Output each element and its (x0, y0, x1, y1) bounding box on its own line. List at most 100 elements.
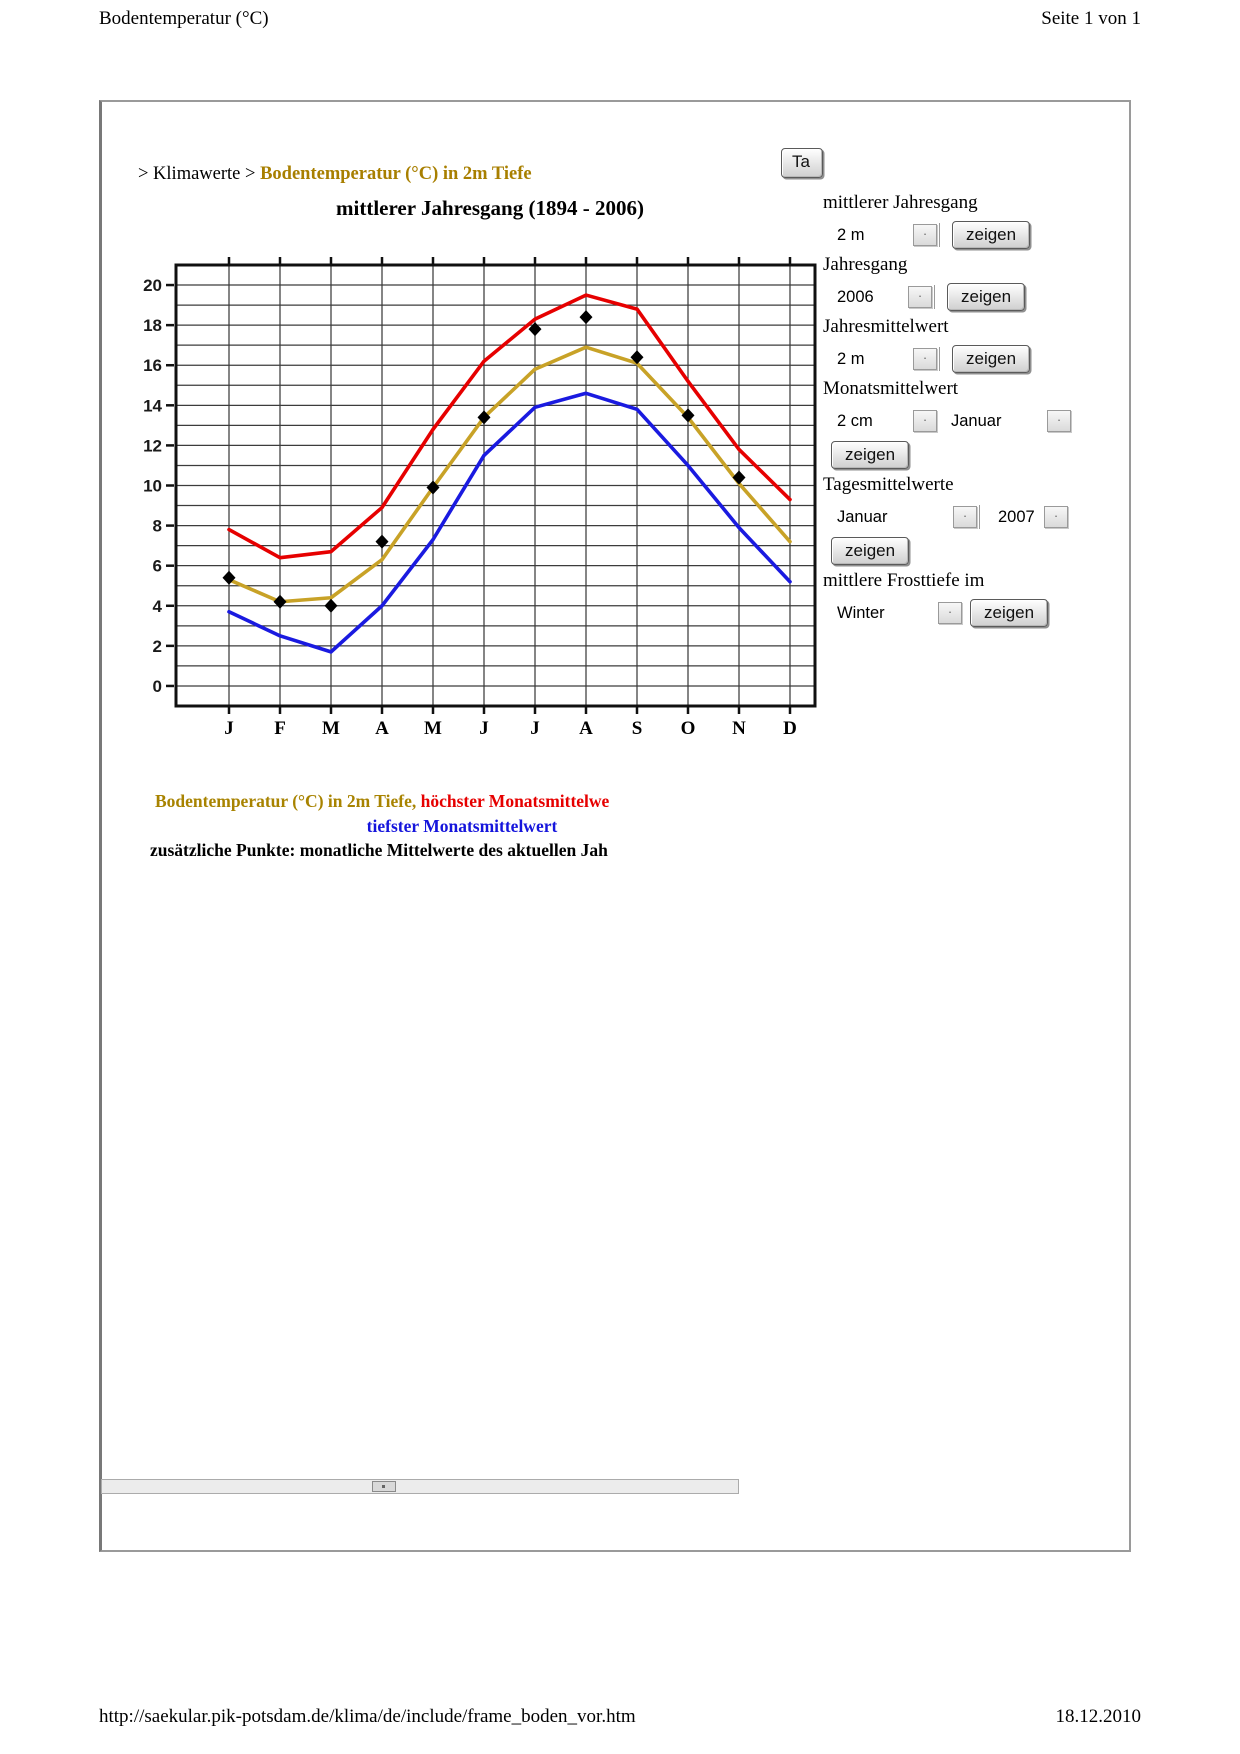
data-point-diamond (426, 480, 440, 495)
y-tick-label: 20 (143, 276, 162, 295)
data-point-diamond (579, 310, 593, 325)
select-2007[interactable]: 2007 · (998, 506, 1068, 528)
select-value: 2 cm (837, 411, 873, 430)
separator (939, 223, 940, 247)
select-value: 2 m (837, 225, 865, 244)
select-2-m[interactable]: 2 m · (837, 348, 937, 370)
x-tick-label: F (274, 718, 286, 739)
select-2-cm[interactable]: 2 cm · (837, 410, 937, 432)
x-tick-label: J (479, 718, 489, 739)
table-button[interactable]: Ta (781, 148, 823, 178)
sidebar-group-label: Jahresmittelwert (823, 316, 949, 337)
select-value: Januar (837, 507, 888, 526)
data-point-diamond (273, 594, 287, 609)
zeigen-button[interactable]: zeigen (831, 441, 910, 469)
select-value: Winter (837, 603, 885, 622)
x-tick-label: S (632, 718, 643, 739)
zeigen-button[interactable]: zeigen (947, 283, 1026, 311)
footer-date: 18.12.2010 (1055, 1706, 1142, 1727)
data-point-diamond (732, 470, 746, 485)
y-tick-label: 4 (153, 597, 163, 616)
y-tick-label: 14 (143, 396, 162, 415)
select-januar[interactable]: Januar · (837, 506, 977, 528)
select-value: 2 m (837, 349, 865, 368)
y-tick-label: 2 (153, 637, 162, 656)
data-point-diamond (324, 598, 338, 613)
series-line-1 (227, 345, 792, 604)
sidebar-group-label: mittlere Frosttiefe im (823, 570, 985, 591)
data-point-diamond (222, 570, 236, 585)
select-dropdown-icon[interactable]: · (913, 348, 937, 370)
data-point-diamond (375, 534, 389, 549)
x-tick-label: A (375, 718, 389, 739)
footer-url: http://saekular.pik-potsdam.de/klima/de/… (99, 1706, 636, 1727)
sidebar-control-row: 2 cm · Januar · (823, 404, 1123, 438)
sidebar-control-row: 2006 · zeigen (823, 280, 1123, 314)
legend-points-label: zusätzliche Punkte: monatliche Mittelwer… (150, 840, 608, 860)
soil-temperature-chart: 0 2 4 6 8 10 12 14 16 18 20 J F M A M J J A S O N D (143, 257, 817, 739)
select-2006[interactable]: 2006 · (837, 286, 932, 308)
sidebar-control-row: 2 m · zeigen (823, 218, 1123, 252)
y-tick-label: 18 (143, 316, 162, 335)
document-title: Bodentemperatur (°C) (99, 8, 269, 29)
page-number: Seite 1 von 1 (1041, 8, 1141, 29)
control-sidebar: mittlerer Jahresgang 2 m · zeigen Jahresgang… (823, 190, 1123, 630)
breadcrumb: > Klimawerte > Bodentemperatur (°C) in 2… (138, 164, 532, 185)
select-value: 2007 (998, 507, 1035, 526)
x-tick-label: N (732, 718, 746, 739)
y-tick-label: 12 (143, 436, 162, 455)
sidebar-control-row: 2 m · zeigen (823, 342, 1123, 376)
legend-line-mean-max: Bodentemperatur (°C) in 2m Tiefe, höchst… (155, 791, 609, 812)
select-winter[interactable]: Winter · (837, 602, 962, 624)
select-2-m[interactable]: 2 m · (837, 224, 937, 246)
select-dropdown-icon[interactable]: · (953, 506, 977, 528)
select-dropdown-icon[interactable]: · (1047, 410, 1071, 432)
x-tick-label: O (681, 718, 696, 739)
sidebar-group-label: Jahresgang (823, 254, 908, 275)
select-dropdown-icon[interactable]: · (913, 224, 937, 246)
select-dropdown-icon[interactable]: · (913, 410, 937, 432)
x-tick-label: A (579, 718, 593, 739)
select-dropdown-icon[interactable]: · (1044, 506, 1068, 528)
data-point-diamond (528, 322, 542, 337)
separator (934, 285, 935, 309)
content-frame (99, 100, 1131, 1552)
separator (979, 505, 980, 529)
select-dropdown-icon[interactable]: · (908, 286, 932, 308)
series-line-2 (227, 391, 792, 654)
zeigen-button[interactable]: zeigen (970, 599, 1049, 627)
horizontal-scrollbar[interactable] (101, 1479, 739, 1494)
data-point-diamond (477, 410, 491, 425)
y-tick-label: 16 (143, 356, 162, 375)
separator (939, 347, 940, 371)
sidebar-control-row: Januar · 2007 · (823, 500, 1123, 534)
select-januar[interactable]: Januar · (951, 410, 1071, 432)
sidebar-group-label: Monatsmittelwert (823, 378, 959, 399)
sidebar-group-label: mittlerer Jahresgang (823, 192, 978, 213)
y-tick-label: 6 (153, 557, 162, 576)
select-value: 2006 (837, 287, 874, 306)
breadcrumb-prefix[interactable]: > Klimawerte > (138, 164, 261, 184)
y-tick-label: 0 (153, 677, 162, 696)
zeigen-button[interactable]: zeigen (952, 221, 1031, 249)
x-tick-label: J (530, 718, 540, 739)
sidebar-control-row: zeigen (823, 438, 1123, 472)
select-dropdown-icon[interactable]: · (938, 602, 962, 624)
data-point-diamond (681, 408, 695, 423)
legend-mean-label: Bodentemperatur (°C) in 2m Tiefe, (155, 791, 417, 811)
x-tick-label: D (783, 718, 797, 739)
sidebar-control-row: Winter · zeigen (823, 596, 1123, 630)
chart-title: mittlerer Jahresgang (1894 - 2006) (336, 196, 644, 220)
scrollbar-thumb[interactable] (372, 1481, 396, 1492)
data-point-diamond (630, 350, 644, 365)
y-tick-label: 8 (153, 517, 162, 536)
x-tick-label: M (424, 718, 442, 739)
breadcrumb-current: Bodentemperatur (°C) in 2m Tiefe (260, 164, 532, 184)
sidebar-control-row: zeigen (823, 534, 1123, 568)
plot-border (174, 263, 817, 708)
zeigen-button[interactable]: zeigen (831, 537, 910, 565)
zeigen-button[interactable]: zeigen (952, 345, 1031, 373)
select-value: Januar (951, 411, 1002, 430)
y-tick-label: 10 (143, 477, 162, 496)
